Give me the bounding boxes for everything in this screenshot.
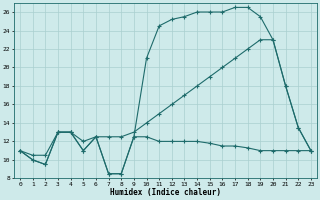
X-axis label: Humidex (Indice chaleur): Humidex (Indice chaleur) <box>110 188 221 197</box>
